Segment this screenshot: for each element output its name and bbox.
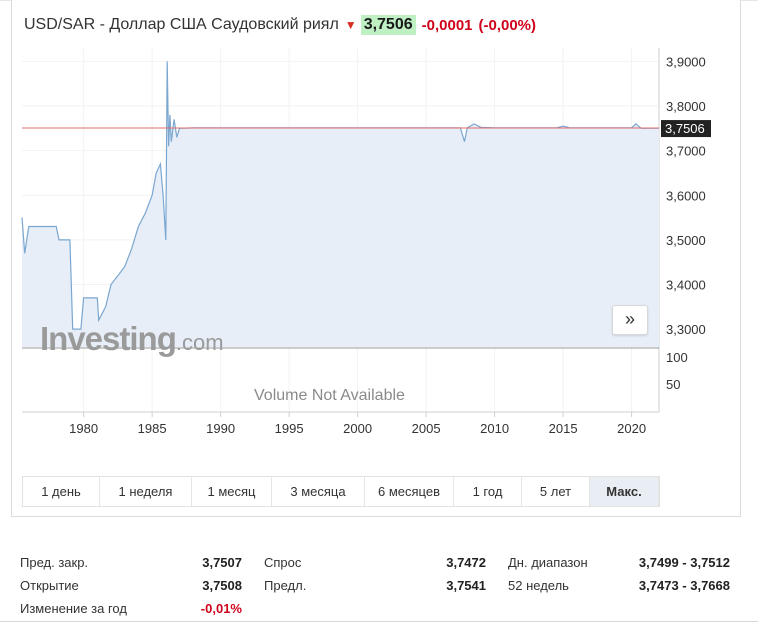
stat-label: Изменение за год <box>20 601 127 616</box>
stats-column-3: Дн. диапазон 3,7499 - 3,7512 52 недель 3,74… <box>508 551 730 597</box>
down-arrow-icon: ▼ <box>344 18 357 32</box>
price-line <box>21 61 660 330</box>
double-chevron-right-icon: » <box>624 309 635 329</box>
y-axis: 3,9000 3,8000 3,7000 3,6000 3,5000 3,4000 3,30… <box>666 54 706 337</box>
period-tab[interactable]: 6 месяцев <box>365 477 454 506</box>
stat-row: Изменение за год -0,01% <box>20 597 242 620</box>
price-change: -0,0001 <box>421 16 473 34</box>
quote-header: USD/SAR - Доллар США Саудовский риял ▼ 3… <box>24 14 536 36</box>
y-tick-label: 3,3000 <box>666 322 706 337</box>
current-price-tag <box>661 120 711 138</box>
stat-label: Пред. закр. <box>20 555 89 570</box>
bottom-divider <box>0 621 758 622</box>
y-tick-label: 3,9000 <box>666 54 706 69</box>
volume-not-available: Volume Not Available <box>254 387 405 404</box>
stat-row: Предл. 3,7541 <box>264 574 486 597</box>
period-selector: 1 день 1 неделя 1 месяц 3 месяца 6 месяцев 1 … <box>22 476 660 507</box>
stat-row: 52 недель 3,7473 - 3,7668 <box>508 574 730 597</box>
period-tab[interactable]: 1 неделя <box>100 477 192 506</box>
period-tab[interactable]: 3 месяца <box>272 477 365 506</box>
price-chart[interactable]: 3,9000 3,8000 3,7000 3,6000 3,5000 3,4000 3,30… <box>0 0 758 470</box>
y-tick-label: 3,7000 <box>666 144 706 159</box>
volume-tick-label: 50 <box>666 377 680 392</box>
stat-row: Спрос 3,7472 <box>264 551 486 574</box>
stat-value: 3,7507 <box>202 555 242 570</box>
x-tick-label: 2015 <box>549 421 578 436</box>
x-axis: 1980 1985 1990 1995 2000 2005 2010 2015 2020 <box>69 412 646 436</box>
x-tick-label: 2020 <box>617 421 646 436</box>
stat-row: Открытие 3,7508 <box>20 574 242 597</box>
period-tab[interactable]: 1 день <box>23 477 100 506</box>
stat-value: 3,7499 - 3,7512 <box>638 555 730 570</box>
y-tick-label: 3,5000 <box>666 233 706 248</box>
x-tick-label: 1985 <box>138 421 167 436</box>
period-tab[interactable]: 1 месяц <box>192 477 272 506</box>
stat-value: 3,7472 <box>446 555 486 570</box>
x-tick-label: 2010 <box>480 421 509 436</box>
investing-watermark: Investing.com <box>40 320 224 357</box>
stat-row: Дн. диапазон 3,7499 - 3,7512 <box>508 551 730 574</box>
y-tick-label: 3,4000 <box>666 278 706 293</box>
volume-tick-label: 100 <box>666 350 688 365</box>
stat-label: Открытие <box>20 578 79 593</box>
x-tick-label: 1980 <box>69 421 98 436</box>
stat-value: 3,7508 <box>202 578 242 593</box>
period-tab[interactable]: Макс. <box>590 477 659 506</box>
y-tick-label: 3,8000 <box>666 99 706 114</box>
expand-chart-button[interactable]: » <box>612 305 648 335</box>
last-price: 3,7506 <box>360 15 416 35</box>
stats-column-2: Спрос 3,7472 Предл. 3,7541 <box>264 551 486 597</box>
pair-title: USD/SAR - Доллар США Саудовский риял <box>24 16 339 33</box>
x-tick-label: 1990 <box>206 421 235 436</box>
stat-label: Спрос <box>264 555 302 570</box>
stats-column-1: Пред. закр. 3,7507 Открытие 3,7508 Изменение… <box>20 551 242 620</box>
stat-value: 3,7541 <box>446 578 486 593</box>
volume-axis: 100 50 <box>666 350 688 392</box>
stat-label: 52 недель <box>508 578 569 593</box>
price-area <box>22 61 659 348</box>
y-tick-label: 3,6000 <box>666 188 706 203</box>
stat-value: 3,7473 - 3,7668 <box>638 578 730 593</box>
stat-label: Дн. диапазон <box>508 555 588 570</box>
stat-label: Предл. <box>264 578 307 593</box>
stat-row: Пред. закр. 3,7507 <box>20 551 242 574</box>
current-price-value: 3,7506 <box>665 121 705 136</box>
period-tab[interactable]: 5 лет <box>522 477 590 506</box>
current-price-label: 3,7506 <box>661 120 711 138</box>
period-tab[interactable]: 1 год <box>454 477 522 506</box>
x-tick-label: 2000 <box>343 421 372 436</box>
x-tick-label: 1995 <box>275 421 304 436</box>
x-tick-label: 2005 <box>412 421 441 436</box>
stat-value: -0,01% <box>200 601 242 616</box>
price-change-pct: (-0,00%) <box>478 16 537 34</box>
